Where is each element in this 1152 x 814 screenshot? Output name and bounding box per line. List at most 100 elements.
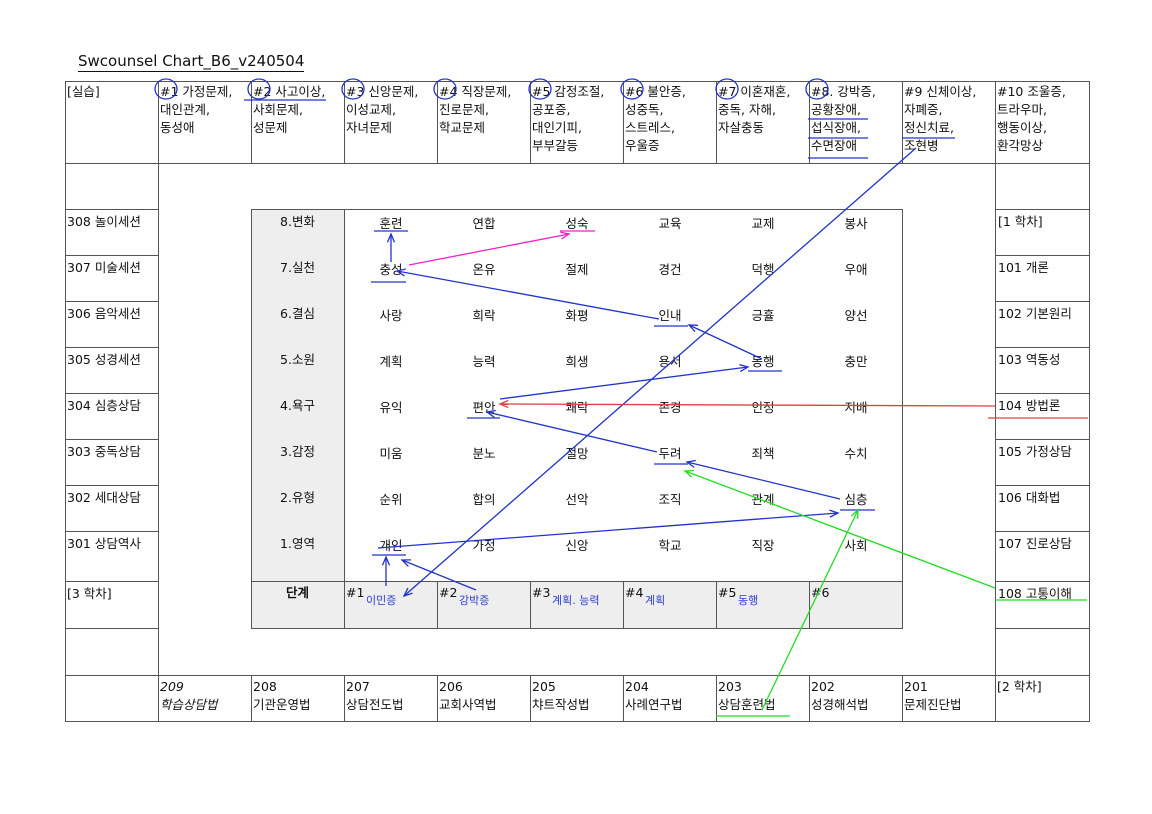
left-course-label: 302 세대상담 [67, 490, 141, 505]
stage-word: 희락 [472, 308, 496, 323]
top-cell-line: 중독, 자해, [718, 102, 776, 117]
stage-word: 순위 [379, 492, 403, 507]
stage-word: 가정 [472, 538, 496, 553]
stage-label: 2.유형 [280, 490, 315, 505]
top-cell-line: 우울증 [625, 138, 660, 153]
top-cell-line: #9 신체이상, [904, 84, 977, 99]
bottom-cell-num: 208 [253, 679, 277, 694]
bottom-cell-name: 사례연구법 [625, 697, 683, 712]
stage-word: 희생 [565, 354, 589, 369]
bottom-cell-num: 209 [160, 679, 184, 694]
bottom-cell-num: 207 [346, 679, 370, 694]
left-course-label: 305 성경세션 [67, 352, 141, 367]
slot-number: #5 [718, 585, 737, 600]
bottom-cell-num: 206 [439, 679, 463, 694]
top-cell-line: 자녀문제 [346, 120, 393, 135]
left-course-label: 303 중독상담 [67, 444, 141, 459]
slot-handwritten-note: 계획 [645, 594, 666, 607]
left-course-label: 307 미술세션 [67, 260, 141, 275]
bottom-cell-num: 201 [904, 679, 928, 694]
left-course-label: 301 상담역사 [67, 536, 141, 551]
stage-word: 심층 [844, 492, 868, 507]
bottom-cell-num: 203 [718, 679, 742, 694]
bottom-cell-name: 상담전도법 [346, 697, 404, 712]
stage-word: 성숙 [565, 216, 589, 231]
bottom-cell-num: 202 [811, 679, 835, 694]
stage-word: 직장 [751, 538, 775, 553]
stage-word: 충만 [844, 354, 868, 369]
top-cell-line: 대인기피, [532, 120, 582, 135]
slot-number: #6 [811, 585, 830, 600]
stage-word: 선악 [565, 492, 589, 507]
bottom-cell-num: [2 학차] [997, 679, 1042, 694]
top-cell-line: 대인관계, [160, 102, 210, 117]
stage-word: 우애 [844, 262, 868, 277]
slot-handwritten-note: 동행 [738, 594, 759, 607]
stage-word: 합의 [472, 492, 496, 507]
stage-label-column [251, 209, 345, 582]
stage-word: 죄책 [751, 446, 775, 461]
chart-title: Swcounsel Chart_B6_v240504 [78, 52, 305, 72]
top-cell-line: 성중독, [625, 102, 664, 117]
bottom-cell-name: 학습상담법 [160, 697, 218, 712]
stage-word: 계획 [379, 354, 403, 369]
stage-word: 유익 [379, 400, 403, 415]
stage-label: 7.실천 [280, 260, 315, 275]
stage-word: 사회 [844, 538, 868, 553]
stage-word: 인정 [751, 400, 775, 415]
left-blank-bottom [65, 628, 159, 676]
stage-label: 6.결심 [280, 306, 315, 321]
stage-header-cell [251, 581, 345, 629]
slot-handwritten-note: 계획. 능력 [552, 594, 600, 607]
top-cell-line: 사회문제, [253, 102, 303, 117]
bottom-cell-name: 성경해석법 [811, 697, 869, 712]
stage-word: 긍휼 [751, 308, 775, 323]
stage-word: 양선 [844, 308, 868, 323]
stage-word: 존경 [658, 400, 682, 415]
stage-word: 사랑 [379, 308, 403, 323]
stage-label: 4.욕구 [280, 398, 315, 413]
stage-word: 연합 [472, 216, 496, 231]
stage-word: 능력 [472, 354, 496, 369]
slot-number: #3 [532, 585, 551, 600]
left-course-label: [3 학차] [67, 586, 112, 601]
stage-word: 교육 [658, 216, 682, 231]
stage-label: 3.감정 [280, 444, 315, 459]
top-cell-line: 동성애 [160, 120, 195, 135]
top-cell-line: 트라우마, [997, 102, 1047, 117]
bottom-cell-name: 기관운영법 [253, 697, 311, 712]
top-cell-line: 자폐증, [904, 102, 943, 117]
bottom-cell-name: 문제진단법 [904, 697, 962, 712]
top-cell-line: 섭식장애, [811, 120, 861, 135]
bottom-cell-name: 상담훈련법 [718, 697, 776, 712]
top-cell-line: [실습] [67, 84, 100, 99]
stage-label: 8.변화 [280, 214, 315, 229]
slot-number: #1 [346, 585, 365, 600]
stage-word: 미움 [379, 446, 403, 461]
right-course-label: 103 역동성 [998, 352, 1061, 367]
stage-word: 절망 [565, 446, 589, 461]
top-cell-line: 행동이상, [997, 120, 1047, 135]
stage-word: 두려 [658, 446, 682, 461]
top-cell-line: #2 사고이상, [253, 84, 326, 99]
right-course-label: 104 방법론 [998, 398, 1061, 413]
stage-word: 훈련 [379, 216, 403, 231]
top-cell-line: #4 직장문제, [439, 84, 512, 99]
top-cell-line: 이성교제, [346, 102, 396, 117]
top-cell-line: #3 신앙문제, [346, 84, 419, 99]
top-cell-line: 성문제 [253, 120, 288, 135]
top-cell-line: #7 이혼재혼, [718, 84, 791, 99]
bottom-cell-num: 205 [532, 679, 556, 694]
stage-word: 쾌락 [565, 400, 589, 415]
right-course-label: 102 기본원리 [998, 306, 1072, 321]
top-cell-line: 공황장애, [811, 102, 861, 117]
left-course-label: 306 음악세션 [67, 306, 141, 321]
left-course-label: 304 심층상담 [67, 398, 141, 413]
stage-word: 온유 [472, 262, 496, 277]
stage-word: 학교 [658, 538, 682, 553]
slot-number: #2 [439, 585, 458, 600]
right-course-label: 108 고통이해 [998, 586, 1072, 601]
top-cell-line: #1 가정문제, [160, 84, 233, 99]
stage-word: 인내 [658, 308, 682, 323]
left-course-label: 308 놀이세션 [67, 214, 141, 229]
